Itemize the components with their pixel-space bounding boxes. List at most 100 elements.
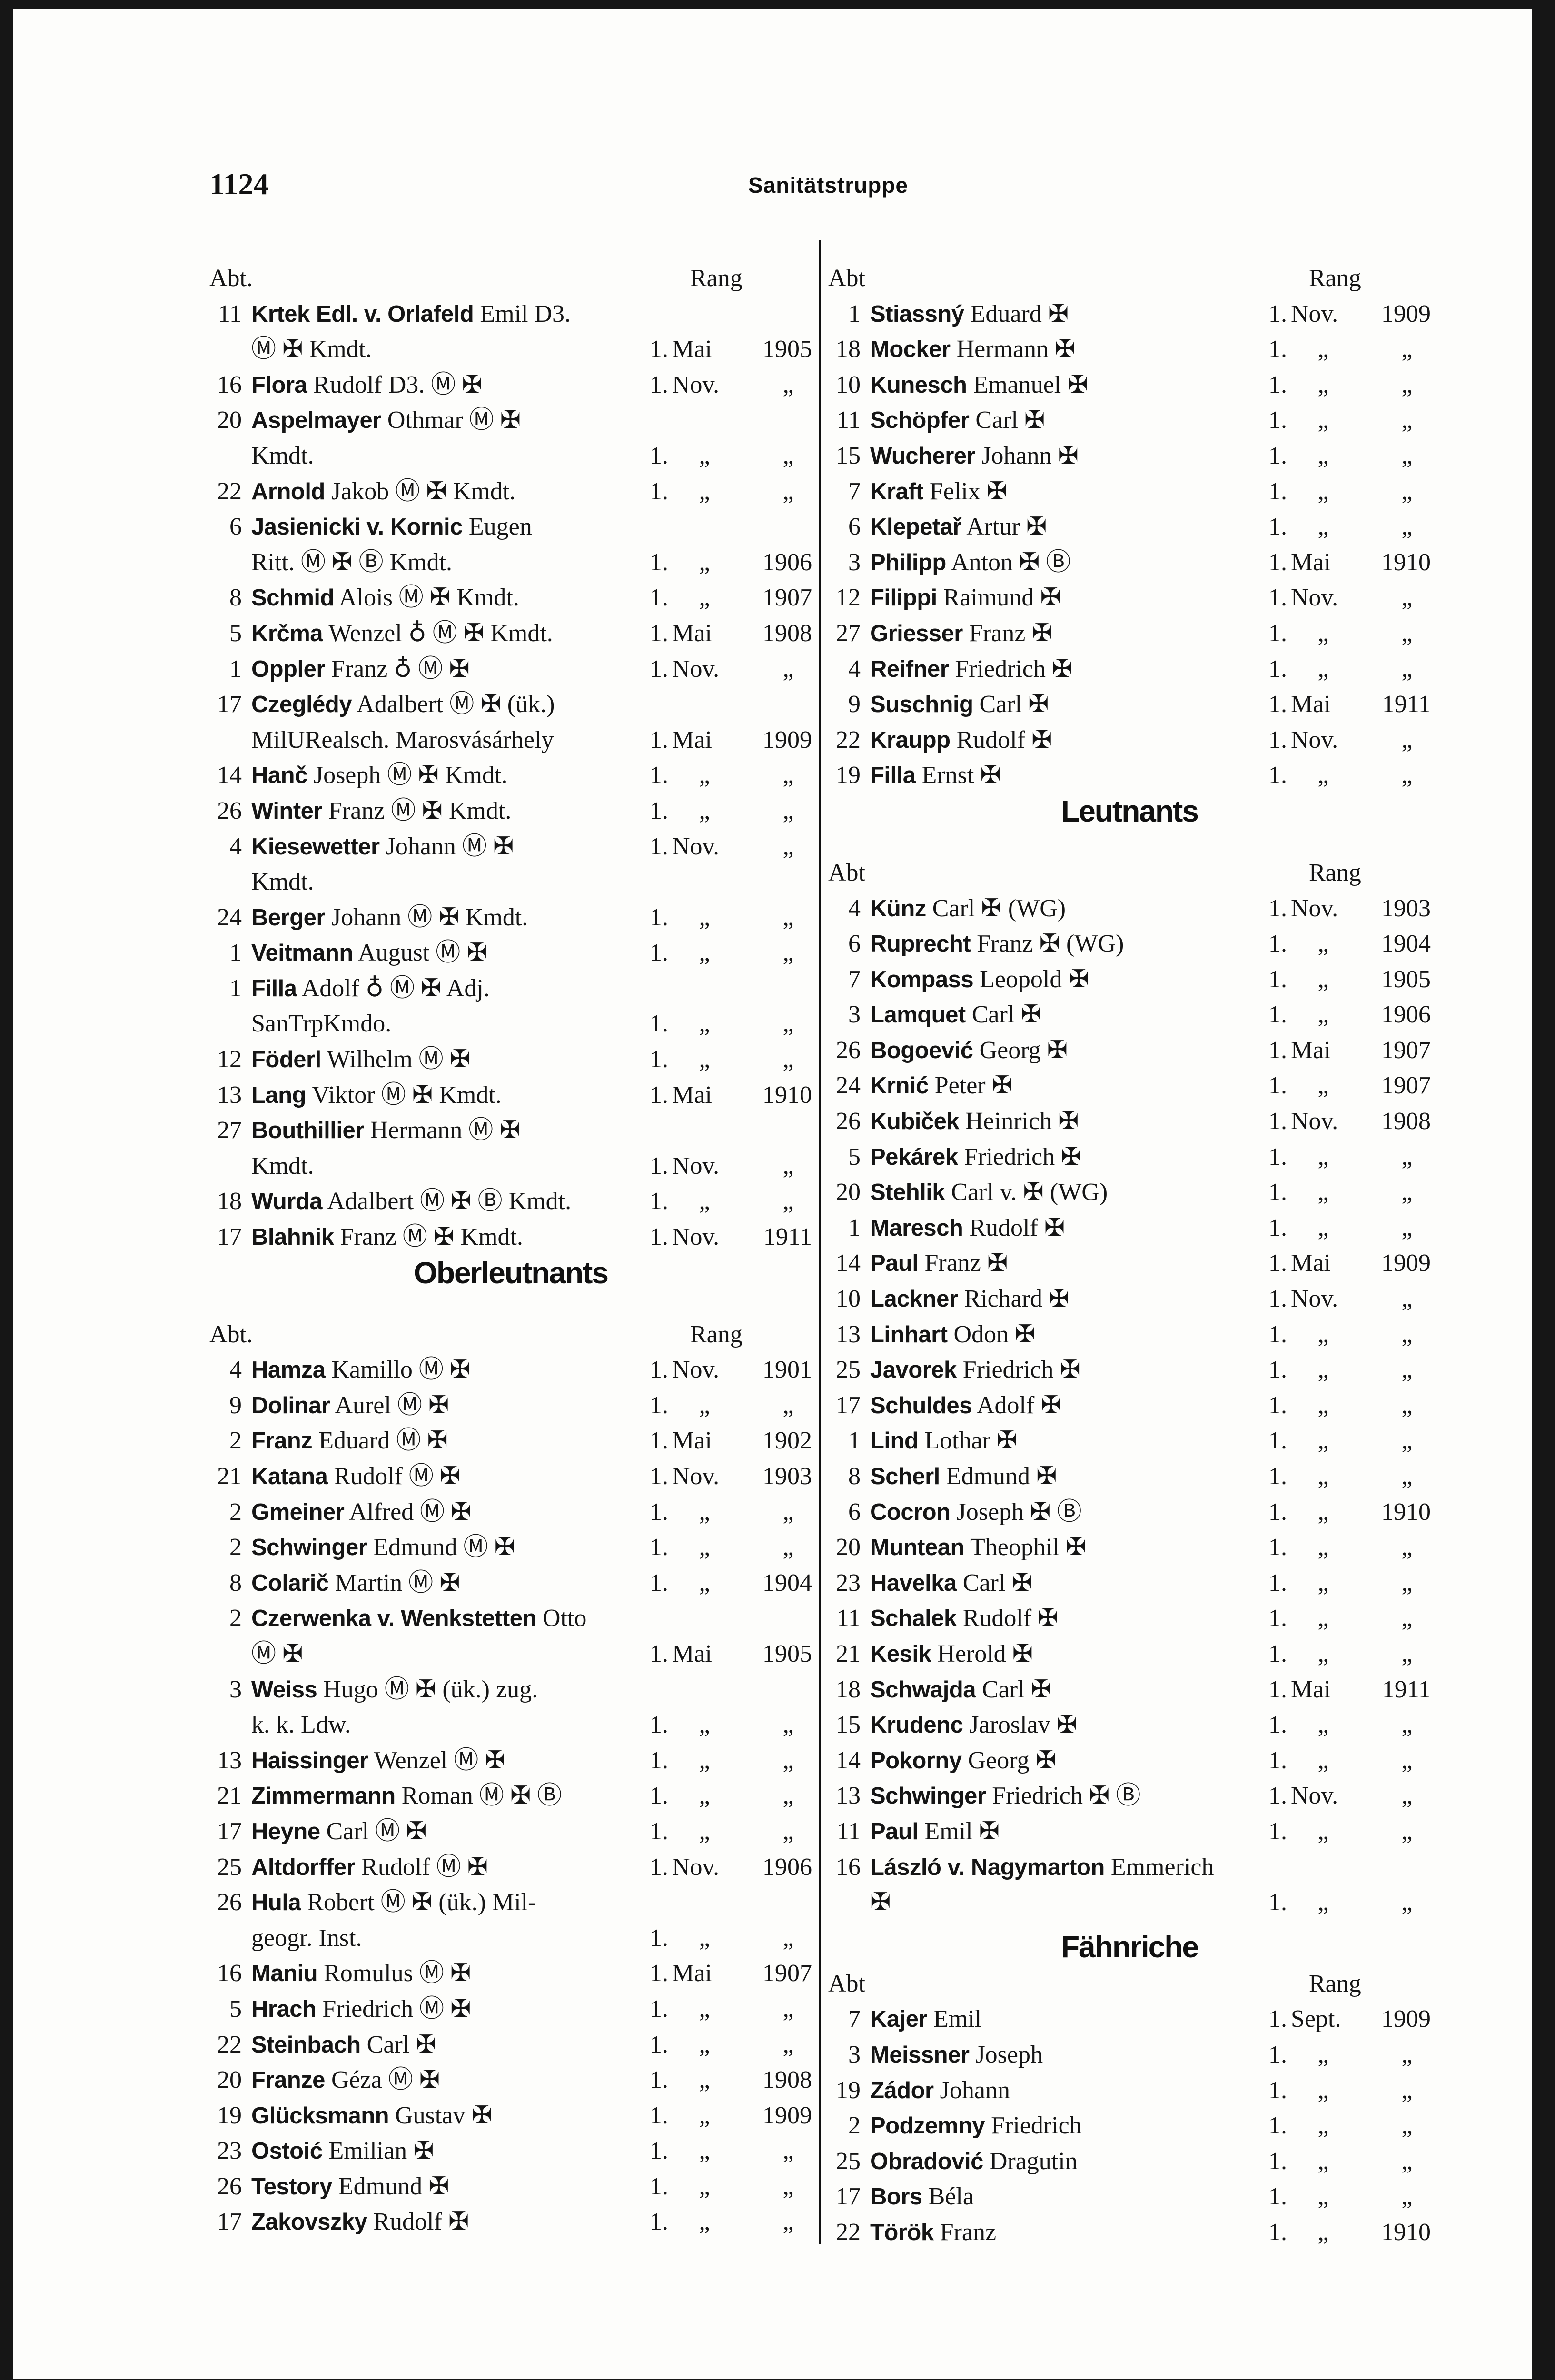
rank-date-day: 1. bbox=[650, 619, 668, 647]
rank-date-day: 1. bbox=[1268, 1179, 1287, 1206]
roster-entry: 16 László v. Nagymarton Emmerich bbox=[828, 1850, 1431, 1885]
rank-date-day: 1. bbox=[650, 726, 668, 754]
abt-number: 3 bbox=[848, 2041, 861, 2068]
continuation-text: Ritt. Ⓜ ✠ Ⓑ Kmdt. bbox=[251, 548, 453, 576]
officer-name: Lind Lothar ✠ bbox=[870, 1423, 1018, 1459]
roster-entry-continuation: geogr. Inst. 1. „ „ bbox=[209, 1921, 812, 1956]
given-name-and-decorations: Adalbert Ⓜ ✠ (ük.) bbox=[357, 691, 555, 718]
roster-entry: 1 Maresch Rudolf ✠ 1. „ „ bbox=[828, 1210, 1431, 1246]
rank-date-month: „ bbox=[1317, 513, 1329, 541]
rank-date-day: 1. bbox=[1268, 2005, 1287, 2033]
roster-entry-continuation: Ritt. Ⓜ ✠ Ⓑ Kmdt. 1. „ 1906 bbox=[209, 545, 812, 581]
roster-entry: 4 Kiesewetter Johann Ⓜ ✠ 1. Nov. „ bbox=[209, 829, 812, 865]
roster-entry: 13 Haissinger Wenzel Ⓜ ✠ 1. „ „ bbox=[209, 1743, 812, 1779]
given-name-and-decorations: Franz ✠ bbox=[924, 1250, 1008, 1277]
rank-date-month: Mai bbox=[672, 1640, 712, 1667]
rank-date-day: 1. bbox=[1268, 2218, 1287, 2246]
officer-name: Wurda Adalbert Ⓜ ✠ Ⓑ Kmdt. bbox=[251, 1184, 571, 1220]
rank-date-month: „ bbox=[1317, 1569, 1329, 1597]
abt-number: 15 bbox=[836, 1711, 861, 1739]
rank-date-month: „ bbox=[1317, 965, 1329, 993]
officer-name: Schwajda Carl ✠ bbox=[870, 1672, 1051, 1708]
officer-name: Krčma Wenzel ♁ Ⓜ ✠ Kmdt. bbox=[251, 616, 553, 652]
officer-name: Hamza Kamillo Ⓜ ✠ bbox=[251, 1352, 470, 1388]
roster-entry: 6 Cocron Joseph ✠ Ⓑ 1. „ 1910 bbox=[828, 1495, 1431, 1530]
officer-name: Zádor Johann bbox=[870, 2073, 1010, 2109]
officer-name: Lackner Richard ✠ bbox=[870, 1281, 1070, 1317]
abt-number: 24 bbox=[217, 903, 242, 931]
rank-date-day: 1. bbox=[650, 1081, 668, 1109]
rank-date-year: „ bbox=[1401, 1711, 1413, 1739]
document-page: 1124 Sanitätstruppe bbox=[13, 9, 1532, 2379]
rank-date-month: Nov. bbox=[1291, 1108, 1338, 1135]
officer-name: Oppler Franz ♁ Ⓜ ✠ bbox=[251, 652, 470, 687]
abt-number: 2 bbox=[848, 2112, 861, 2140]
rank-date-day: 1. bbox=[1268, 894, 1287, 922]
rank-date-year: „ bbox=[782, 1010, 794, 1038]
officer-name: Lamquet Carl ✠ bbox=[870, 997, 1041, 1033]
rank-date-month: Nov. bbox=[1291, 1285, 1338, 1313]
rank-date-day: 1. bbox=[1268, 1605, 1287, 1632]
roster-entry: 25 Javorek Friedrich ✠ 1. „ „ bbox=[828, 1352, 1431, 1388]
given-name-and-decorations: Georg ✠ bbox=[979, 1036, 1068, 1064]
officer-name: Stiassný Eduard ✠ bbox=[870, 297, 1069, 332]
given-name-and-decorations: Alfred Ⓜ ✠ bbox=[349, 1498, 472, 1526]
surname: Krčma bbox=[251, 620, 323, 646]
given-name-and-decorations: Wenzel ♁ Ⓜ ✠ Kmdt. bbox=[328, 619, 553, 647]
rank-date-month: „ bbox=[1317, 1889, 1329, 1916]
rank-date-day: 1. bbox=[1268, 1001, 1287, 1029]
surname: Hula bbox=[251, 1890, 301, 1916]
given-name-and-decorations: Jaroslav ✠ bbox=[969, 1711, 1078, 1739]
given-name-and-decorations: Robert Ⓜ ✠ (ük.) Mil- bbox=[307, 1889, 536, 1916]
given-name-and-decorations: Peter ✠ bbox=[934, 1072, 1013, 1100]
given-name-and-decorations: Viktor Ⓜ ✠ Kmdt. bbox=[312, 1081, 502, 1109]
roster-entry: 22 Arnold Jakob Ⓜ ✠ Kmdt. 1. „ „ bbox=[209, 474, 812, 510]
abt-number: 13 bbox=[836, 1320, 861, 1348]
rank-date-month: „ bbox=[1317, 2147, 1329, 2175]
surname: Linhart bbox=[870, 1321, 948, 1348]
surname: Schöpfer bbox=[870, 407, 970, 434]
given-name-and-decorations: Friedrich Ⓜ ✠ bbox=[322, 1995, 471, 2023]
rank-date-year: „ bbox=[782, 1498, 794, 1526]
left-column: Abt. Rang 11 Krtek Edl. v. Orlafeld Emil D3… bbox=[209, 261, 812, 2240]
officer-name: Krnić Peter ✠ bbox=[870, 1068, 1012, 1104]
surname: Krudenc bbox=[870, 1712, 963, 1738]
abt-number: 7 bbox=[848, 2005, 861, 2033]
rank-date-day: 1. bbox=[650, 1746, 668, 1774]
surname: Steinbach bbox=[251, 2032, 361, 2058]
rank-date-month: „ bbox=[1317, 1072, 1329, 1100]
officer-name: Zimmermann Roman Ⓜ ✠ Ⓑ bbox=[251, 1778, 562, 1814]
rank-date-month: „ bbox=[699, 762, 710, 789]
abt-number: 17 bbox=[217, 1817, 242, 1845]
surname: Colarič bbox=[251, 1570, 329, 1596]
rank-date-year: 1903 bbox=[763, 1463, 812, 1490]
given-name-and-decorations: Rudolf Ⓜ ✠ bbox=[361, 1853, 488, 1881]
surname: Meissner bbox=[870, 2042, 970, 2068]
roster-entry: 14 Paul Franz ✠ 1. Mai 1909 bbox=[828, 1246, 1431, 1281]
officer-name: Ostoić Emilian ✠ bbox=[251, 2133, 434, 2169]
officer-name: Weiss Hugo Ⓜ ✠ (ük.) zug. bbox=[251, 1672, 538, 1708]
rank-date-year: 1909 bbox=[763, 2102, 812, 2129]
surname: Lang bbox=[251, 1082, 307, 1108]
rank-date-year: 1906 bbox=[763, 548, 812, 576]
surname: Cocron bbox=[870, 1499, 951, 1525]
rank-date-month: „ bbox=[699, 2102, 710, 2129]
surname: Stiassný bbox=[870, 301, 964, 327]
surname: Griesser bbox=[870, 620, 963, 646]
rank-date-year: „ bbox=[1401, 1782, 1413, 1810]
given-name-and-decorations: Edmund Ⓜ ✠ bbox=[373, 1534, 515, 1561]
rank-date-day: 1. bbox=[1268, 655, 1287, 683]
given-name-and-decorations: Edmund ✠ bbox=[338, 2172, 449, 2200]
rank-date-month: „ bbox=[1317, 1356, 1329, 1384]
given-name-and-decorations: Adolf ♁ Ⓜ ✠ Adj. bbox=[301, 974, 490, 1002]
rank-date-month: Mai bbox=[672, 619, 712, 647]
given-name-and-decorations: Franz ✠ bbox=[969, 619, 1052, 647]
given-name-and-decorations: Jakob Ⓜ ✠ Kmdt. bbox=[331, 477, 516, 505]
roster-entry: 12 Föderl Wilhelm Ⓜ ✠ 1. „ „ bbox=[209, 1042, 812, 1078]
given-name-and-decorations: Joseph bbox=[975, 2041, 1043, 2068]
surname: Klepetař bbox=[870, 514, 962, 540]
roster-entry: 3 Philipp Anton ✠ Ⓑ 1. Mai 1910 bbox=[828, 545, 1431, 581]
rank-date-day: 1. bbox=[650, 1534, 668, 1561]
rank-date-year: 1909 bbox=[1381, 300, 1431, 327]
roster-entry: 17 Zakovszky Rudolf ✠ 1. „ „ bbox=[209, 2204, 812, 2240]
